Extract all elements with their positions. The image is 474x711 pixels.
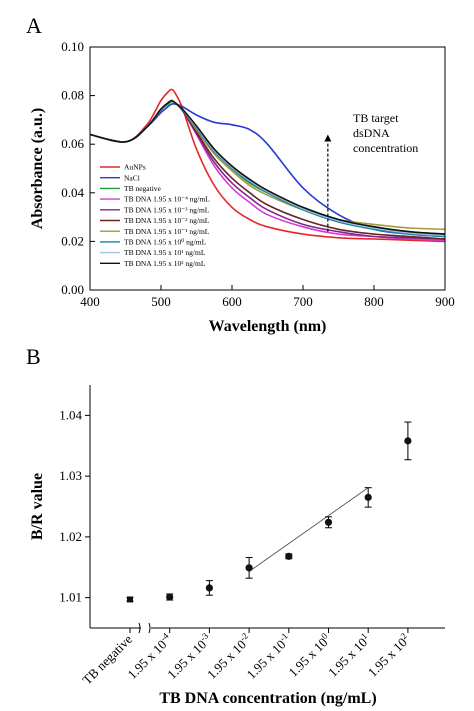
series-line-9 [89, 99, 446, 235]
legend-label-7: TB DNA 1.95 x 10⁰ ng/mL [124, 238, 207, 247]
x-tick-label: 1.95 x 10-1 [243, 631, 294, 682]
annotation-text-line: dsDNA [353, 126, 390, 140]
legend-label-3: TB DNA 1.95 x 10⁻⁴ ng/mL [124, 195, 210, 204]
panel-b-marks [126, 421, 412, 603]
y-tick-label: 0.04 [61, 185, 84, 200]
panel-a-x-axis-label: Wavelength (nm) [209, 318, 327, 335]
annotation-text-line: concentration [353, 141, 418, 155]
panel-a-series-lines [89, 88, 446, 243]
x-tick-label: 400 [80, 294, 100, 309]
panel-a-line-chart: A 400 500 600 700 800 900 0.00 0.02 0.04 0.06 0.08… [26, 13, 455, 335]
data-point [364, 493, 372, 501]
data-point [205, 584, 213, 592]
panel-b-x-axis-label: TB DNA concentration (ng/mL) [159, 690, 376, 707]
panel-b-label: B [26, 344, 41, 369]
annotation-text-line: TB target [353, 111, 399, 125]
data-point [245, 564, 253, 572]
x-tick-label: 800 [364, 294, 384, 309]
y-tick-label: 0.00 [61, 282, 84, 297]
y-tick-label: 1.03 [59, 468, 82, 483]
x-tick-label: 600 [222, 294, 242, 309]
panel-a-y-axis-label: Absorbance (a.u.) [29, 108, 46, 229]
panel-a-plot-frame [89, 46, 446, 291]
panel-a-ticks: 400 500 600 700 800 900 0.00 0.02 0.04 0.06 0.08 0.… [61, 39, 455, 309]
y-tick-label: 0.06 [61, 136, 84, 151]
data-point [166, 593, 174, 601]
panel-b-y-axis-label: B/R value [29, 473, 46, 540]
series-line-0 [89, 88, 446, 243]
axis-break-mark [138, 622, 141, 634]
x-tick-label: 1.95 x 100 [285, 630, 334, 679]
y-tick-label: 1.04 [59, 407, 82, 422]
legend-label-9: TB DNA 1.95 x 10² ng/mL [124, 259, 206, 268]
legend-label-5: TB DNA 1.95 x 10⁻² ng/mL [124, 216, 210, 225]
y-tick-label: 0.08 [61, 88, 84, 103]
legend-label-8: TB DNA 1.95 x 10¹ ng/mL [124, 248, 206, 257]
x-tick-label: 1.95 x 102 [364, 631, 413, 680]
data-point [404, 437, 412, 445]
legend-label-4: TB DNA 1.95 x 10⁻³ ng/mL [124, 205, 210, 214]
data-point [127, 596, 133, 603]
y-tick-label: 0.02 [61, 233, 84, 248]
y-tick-label: 1.01 [59, 590, 82, 605]
data-point [324, 518, 333, 526]
x-tick-label: 1.95 x 101 [324, 631, 373, 680]
legend-label-1: NaCl [124, 173, 140, 182]
x-tick-label: 900 [435, 294, 455, 309]
panel-a-label: A [26, 13, 42, 38]
x-tick-label: 700 [293, 294, 313, 309]
legend-label-6: TB DNA 1.95 x 10⁻¹ ng/mL [124, 227, 210, 236]
panel-b-axes [89, 385, 445, 634]
annotation-arrow-head [324, 134, 332, 142]
data-point [285, 552, 293, 560]
y-tick-label: 0.10 [61, 39, 84, 54]
series-line-1 [89, 103, 446, 238]
x-tick-label: 500 [151, 294, 171, 309]
y-tick-label: 1.02 [59, 529, 82, 544]
fit-line [248, 487, 369, 572]
axis-break-mark [148, 622, 151, 634]
x-tick-label: TB negative [79, 631, 135, 687]
legend-label-0: AuNPs [124, 163, 146, 172]
legend-label-2: TB negative [124, 184, 162, 193]
